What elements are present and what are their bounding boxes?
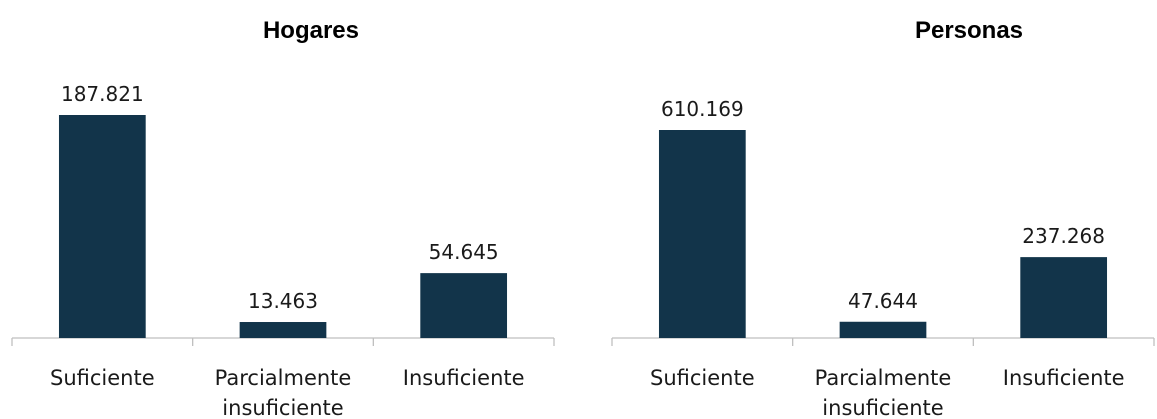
bar	[839, 321, 927, 338]
bar	[58, 115, 146, 338]
data-label: 237.268	[1022, 224, 1105, 248]
bar	[1020, 257, 1108, 338]
data-label: 610.169	[661, 97, 744, 121]
bar	[658, 130, 746, 338]
bar	[239, 322, 327, 338]
x-tick-label: Insuficiente	[403, 366, 525, 390]
data-label: 13.463	[248, 289, 318, 313]
chart-personas: Personas 610.169 Suficiente 47.644 Parcialm…	[611, 17, 1155, 419]
data-label: 54.645	[429, 240, 499, 264]
chart-title: Hogares	[263, 17, 359, 44]
data-label: 47.644	[848, 289, 918, 313]
bar	[420, 273, 508, 338]
x-tick-label: Suficiente	[650, 366, 755, 390]
x-tick-label: Suficiente	[50, 366, 155, 390]
x-tick-label: Parcialmente insuficiente	[815, 366, 952, 419]
chart-hogares: Hogares 187.821 Suficiente 13.463 Parcialme…	[11, 17, 555, 419]
data-label: 187.821	[61, 82, 144, 106]
chart-title: Personas	[915, 17, 1023, 44]
x-tick-label: Insuficiente	[1003, 366, 1125, 390]
x-tick-label: Parcialmente insuficiente	[215, 366, 352, 419]
